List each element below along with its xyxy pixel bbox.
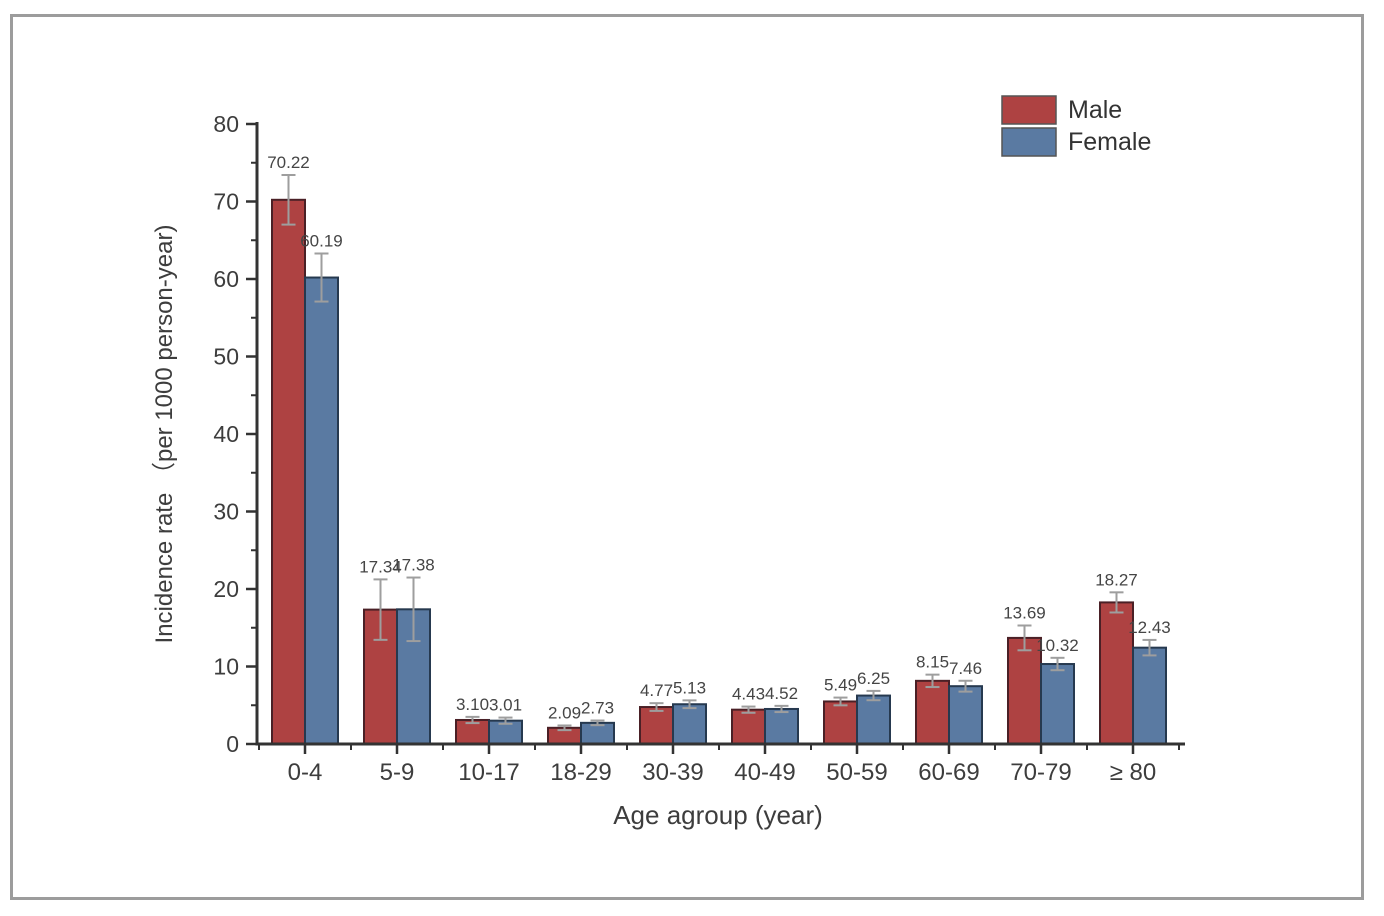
x-tick-label-80: ≥ 80 [1110, 759, 1157, 786]
y-tick-label: 80 [213, 111, 239, 137]
value-label-female-18-29: 2.73 [581, 699, 614, 718]
y-tick-label: 70 [213, 189, 239, 215]
bar-male-30-39 [639, 706, 674, 745]
legend-label-female: Female [1068, 128, 1151, 156]
y-axis-title: Incidence rate （per 1000 person-year) [151, 225, 178, 644]
value-label-male-10-17: 3.10 [456, 695, 489, 714]
bar-female-40-49 [764, 707, 799, 745]
bar-female-0-4 [304, 276, 339, 745]
value-label-female-50-59: 6.25 [857, 669, 890, 688]
value-label-male-80: 18.27 [1095, 570, 1138, 589]
x-tick-label-40-49: 40-49 [734, 759, 795, 786]
bar-female-50-59 [856, 694, 891, 745]
x-axis-title: Age agroup (year) [613, 800, 823, 830]
value-label-female-80: 12.43 [1128, 618, 1171, 637]
value-label-female-10-17: 3.01 [489, 696, 522, 715]
bar-male-50-59 [823, 700, 858, 746]
x-tick-label-10-17: 10-17 [458, 759, 519, 786]
legend-swatch-male [1001, 95, 1057, 125]
y-tick-label: 0 [226, 731, 239, 757]
bar-male-70-79 [1007, 636, 1042, 746]
x-tick-label-60-69: 60-69 [918, 759, 979, 786]
value-label-female-40-49: 4.52 [765, 684, 798, 703]
value-label-male-0-4: 70.22 [267, 153, 310, 172]
x-tick-label-30-39: 30-39 [642, 759, 703, 786]
x-tick-label-5-9: 5-9 [380, 759, 415, 786]
legend-swatch-female [1001, 127, 1057, 157]
value-label-female-60-69: 7.46 [949, 659, 982, 678]
x-tick-label-18-29: 18-29 [550, 759, 611, 786]
y-tick-label: 60 [213, 266, 239, 292]
bar-male-0-4 [271, 198, 306, 746]
bar-female-60-69 [948, 685, 983, 745]
x-tick-label-0-4: 0-4 [288, 759, 323, 786]
y-tick-label: 30 [213, 499, 239, 525]
x-tick-label-50-59: 50-59 [826, 759, 887, 786]
value-label-female-30-39: 5.13 [673, 678, 706, 697]
value-label-female-0-4: 60.19 [300, 232, 343, 251]
value-label-male-70-79: 13.69 [1003, 604, 1046, 623]
y-tick-label: 20 [213, 576, 239, 602]
legend-label-male: Male [1068, 96, 1122, 124]
value-label-male-30-39: 4.77 [640, 681, 673, 700]
y-tick-label: 10 [213, 654, 239, 680]
value-label-female-70-79: 10.32 [1036, 636, 1079, 655]
bar-male-40-49 [731, 708, 766, 745]
y-tick-label: 40 [213, 421, 239, 447]
value-label-male-40-49: 4.43 [732, 685, 765, 704]
value-label-male-50-59: 5.49 [824, 676, 857, 695]
value-label-female-5-9: 17.38 [392, 556, 435, 575]
value-label-male-18-29: 2.09 [548, 703, 581, 722]
y-tick-label: 50 [213, 344, 239, 370]
bar-female-80 [1132, 646, 1167, 745]
bar-female-30-39 [672, 703, 707, 745]
x-tick-label-70-79: 70-79 [1010, 759, 1071, 786]
value-label-male-5-9: 17.34 [359, 557, 402, 576]
figure-frame [10, 14, 1364, 900]
bar-male-60-69 [915, 679, 950, 746]
value-label-male-60-69: 8.15 [916, 653, 949, 672]
bar-female-70-79 [1040, 663, 1075, 746]
